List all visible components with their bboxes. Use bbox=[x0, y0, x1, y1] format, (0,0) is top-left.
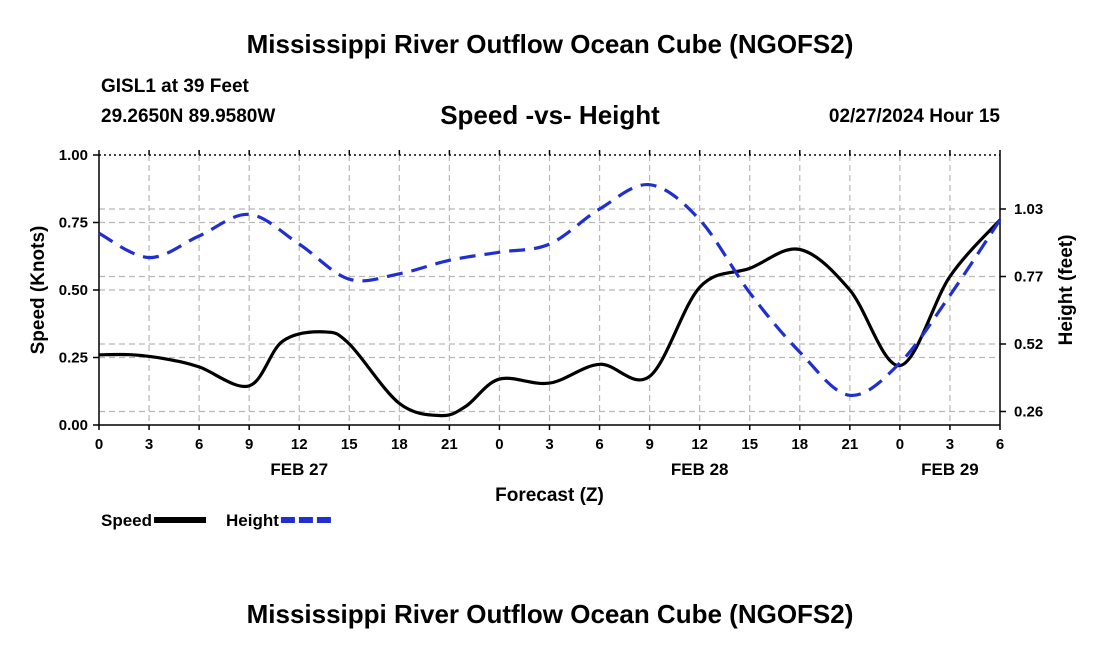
x-tick-label: 3 bbox=[145, 436, 153, 453]
series-line-speed bbox=[98, 218, 1002, 418]
y-tick-label: 0.75 bbox=[59, 215, 88, 232]
chart-subtitle: Speed -vs- Height bbox=[440, 100, 660, 130]
x-tick-label: 21 bbox=[441, 436, 458, 453]
x-tick-label: 3 bbox=[545, 436, 553, 453]
forecast-datetime: 02/27/2024 Hour 15 bbox=[828, 106, 1000, 127]
date-label: FEB 29 bbox=[921, 460, 979, 479]
x-tick-label: 6 bbox=[195, 436, 203, 453]
y-tick-label: 0.50 bbox=[59, 282, 88, 299]
x-tick-label: 0 bbox=[95, 436, 103, 453]
y-tick-label: 0.00 bbox=[59, 417, 88, 434]
y-axis-title: Speed (Knots) bbox=[28, 226, 49, 355]
x-tick-label: 12 bbox=[691, 436, 708, 453]
y-tick-label: 1.00 bbox=[59, 147, 88, 164]
x-tick-label: 0 bbox=[495, 436, 503, 453]
x-tick-label: 15 bbox=[341, 436, 358, 453]
y2-axis-title: Height (feet) bbox=[1056, 235, 1077, 346]
coordinates-label: 29.2650N 89.9580W bbox=[101, 106, 276, 127]
y2-tick-label: 0.26 bbox=[1014, 404, 1043, 421]
y-tick-label: 0.25 bbox=[59, 350, 88, 367]
x-tick-label: 15 bbox=[741, 436, 758, 453]
x-tick-label: 0 bbox=[896, 436, 904, 453]
x-tick-label: 6 bbox=[996, 436, 1004, 453]
legend-label-height: Height bbox=[226, 511, 279, 530]
date-label: FEB 28 bbox=[671, 460, 729, 479]
legend-label-speed: Speed bbox=[101, 511, 152, 530]
y2-tick-label: 1.03 bbox=[1014, 201, 1043, 218]
footer-title: Mississippi River Outflow Ocean Cube (NG… bbox=[246, 599, 854, 629]
x-tick-label: 21 bbox=[841, 436, 858, 453]
x-tick-label: 18 bbox=[391, 436, 408, 453]
x-tick-label: 3 bbox=[946, 436, 954, 453]
station-label: GISL1 at 39 Feet bbox=[101, 76, 249, 97]
page-title: Mississippi River Outflow Ocean Cube (NG… bbox=[246, 29, 854, 59]
x-tick-label: 12 bbox=[291, 436, 308, 453]
x-tick-label: 6 bbox=[595, 436, 603, 453]
y2-tick-label: 0.52 bbox=[1014, 336, 1043, 353]
x-axis-title: Forecast (Z) bbox=[495, 485, 604, 506]
x-tick-label: 9 bbox=[645, 436, 653, 453]
x-tick-label: 18 bbox=[791, 436, 808, 453]
y2-tick-label: 0.77 bbox=[1014, 269, 1043, 286]
x-tick-label: 9 bbox=[245, 436, 253, 453]
date-label: FEB 27 bbox=[270, 460, 328, 479]
